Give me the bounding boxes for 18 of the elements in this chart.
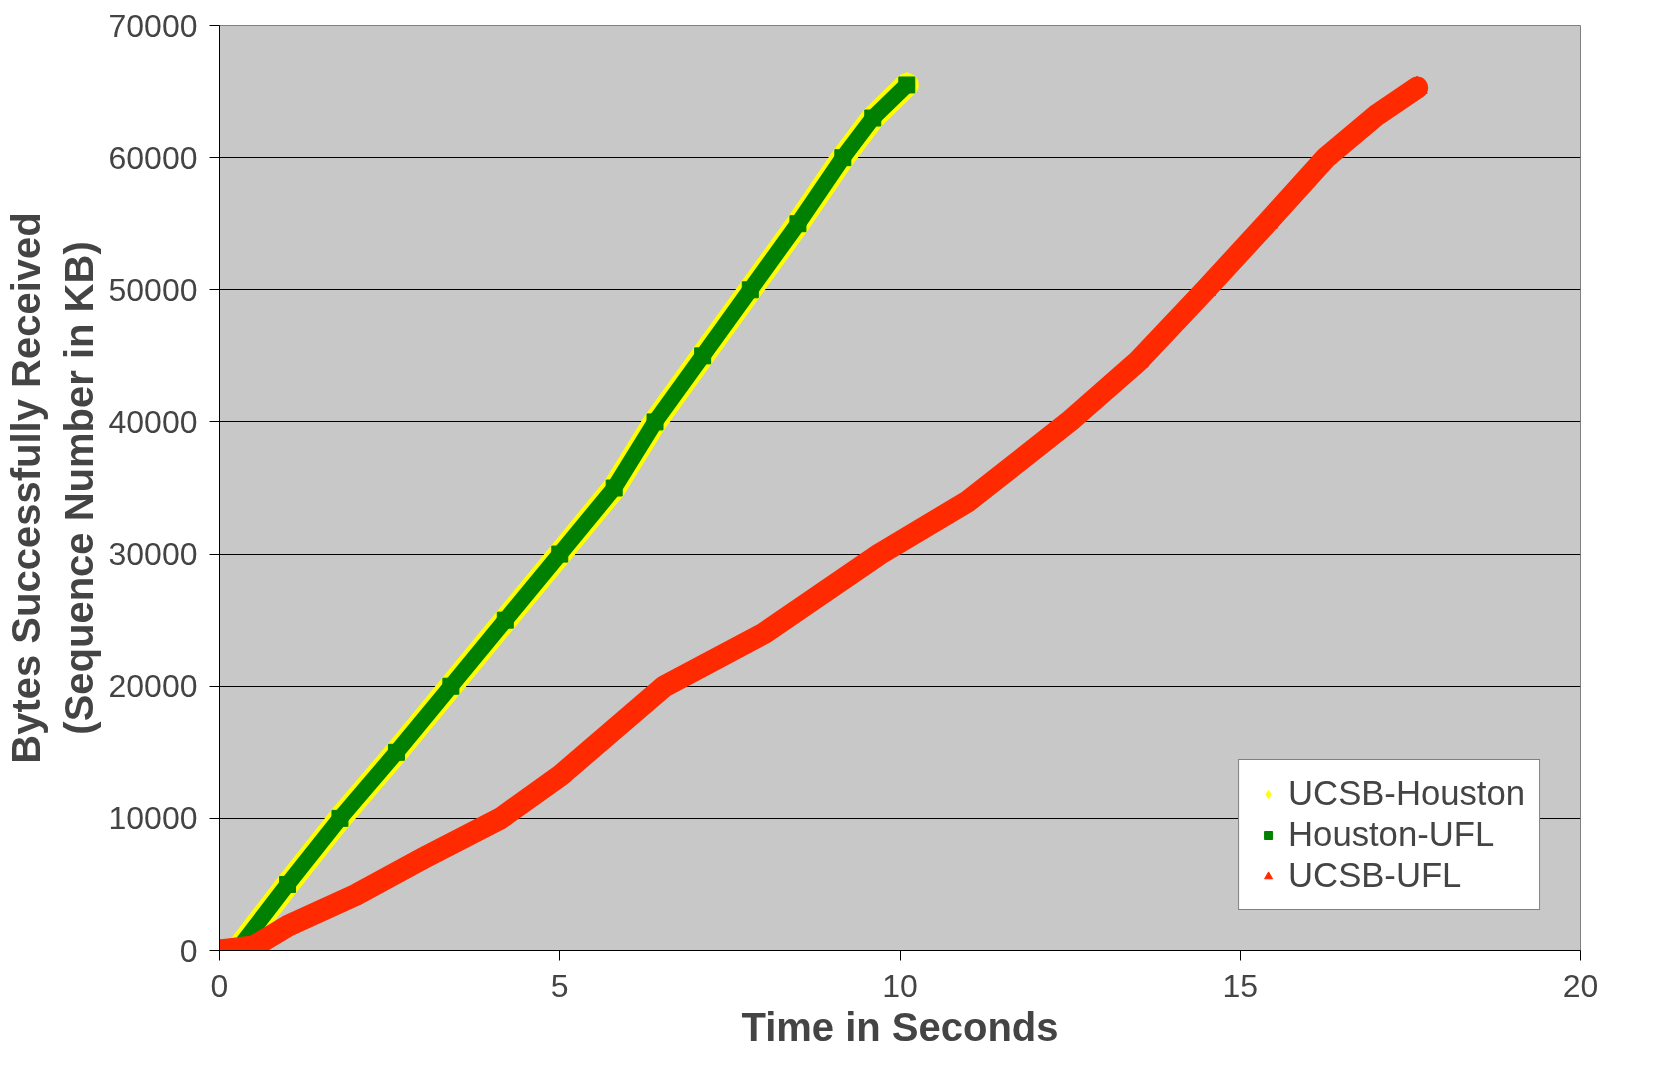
legend-label: Houston-UFL [1288,815,1495,854]
y-tick-label: 50000 [108,271,198,308]
y-tick-label: 10000 [108,800,198,837]
y-tick-label: 20000 [108,668,198,705]
legend-label: UCSB-Houston [1288,774,1525,813]
y-tick-label: 70000 [108,7,198,44]
x-tick-label: 5 [550,967,569,1004]
x-tick-label: 0 [210,967,229,1004]
x-tick-label: 10 [882,967,918,1004]
y-tick-label: 0 [179,932,198,969]
y-tick-label: 40000 [108,403,198,440]
y-axis-title: Bytes Successfully Received (Sequence Number in KB) [3,212,101,764]
y-tick-label: 30000 [108,536,198,573]
legend-label: UCSB-UFL [1288,856,1462,895]
x-tick-label: 20 [1562,967,1599,1004]
x-axis-title: Time in Seconds [741,1004,1059,1049]
y-tick-label: 60000 [108,139,198,176]
x-tick-label: 15 [1222,967,1259,1004]
